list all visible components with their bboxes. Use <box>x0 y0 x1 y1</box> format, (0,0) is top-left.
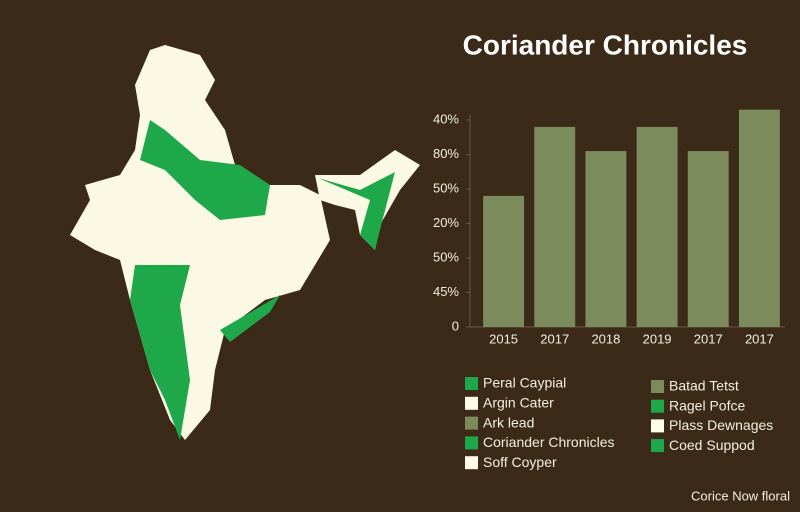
legend-label: Coriander Chronicles <box>483 434 615 450</box>
legend-label: Ark lead <box>483 414 534 430</box>
legend-label: Coed Suppod <box>669 437 755 453</box>
y-tick-label: 0 <box>452 318 459 333</box>
legend-label: Plass Dewnages <box>669 417 773 433</box>
bar <box>585 151 627 327</box>
legend-swatch <box>465 377 478 390</box>
legend-swatch <box>651 419 664 433</box>
y-tick-label: 50% <box>433 249 459 264</box>
map-region-east <box>220 295 280 342</box>
x-tick-label: 2018 <box>591 331 620 346</box>
y-tick-label: 40% <box>433 111 459 126</box>
map-region-ne <box>318 172 395 250</box>
legend-swatch <box>465 416 478 430</box>
bar <box>534 126 576 328</box>
legend-label: Soff Coyper <box>483 454 557 470</box>
legend-label: Ragel Pofce <box>669 397 745 413</box>
x-tick-label: 2015 <box>489 331 518 346</box>
y-tick-label: 45% <box>433 284 459 299</box>
bar <box>636 126 678 328</box>
bar <box>738 109 780 328</box>
legend-swatch <box>651 380 664 393</box>
map-region-north <box>140 120 270 220</box>
x-tick-label: 2017 <box>540 331 569 346</box>
legend-swatch <box>465 456 478 470</box>
legend-label: Argin Cater <box>483 395 554 411</box>
y-tick-label: 50% <box>433 180 459 195</box>
legend-label: Batad Tetst <box>669 378 739 394</box>
legend-swatch <box>465 396 478 410</box>
y-tick-label: 20% <box>433 215 459 230</box>
map-land <box>70 45 330 440</box>
x-tick-label: 2017 <box>694 331 723 346</box>
x-tick-label: 2017 <box>745 331 774 346</box>
x-tick-label: 2019 <box>643 331 672 346</box>
legend-label: Peral Caypial <box>483 375 566 391</box>
bar <box>483 195 525 327</box>
legend-swatch <box>465 436 478 450</box>
india-map <box>70 45 420 440</box>
footer: Corice Now floral <box>691 488 790 503</box>
legend-swatch <box>651 439 664 453</box>
chart-title: Coriander Chronicles <box>463 29 748 60</box>
map-region-west <box>130 265 190 440</box>
legend-swatch <box>651 399 664 413</box>
y-tick-label: 80% <box>433 146 459 161</box>
bar <box>687 151 729 327</box>
